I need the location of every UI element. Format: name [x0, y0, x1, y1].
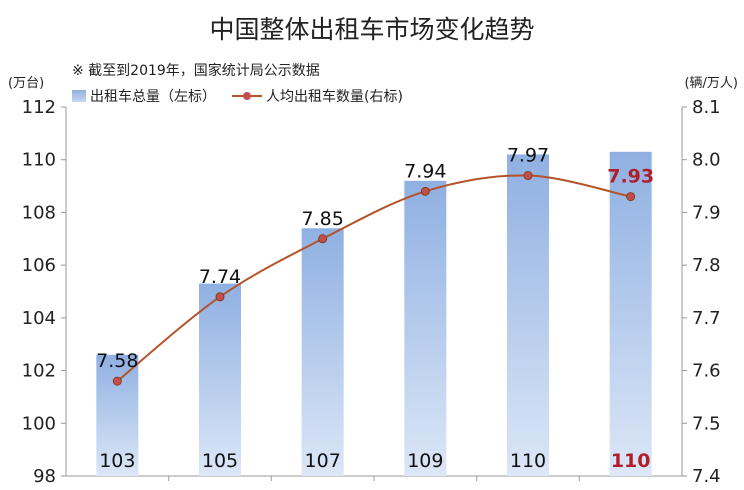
bar	[199, 283, 241, 476]
left-axis-tick-label: 108	[22, 202, 56, 223]
right-axis-tick-label: 7.5	[692, 413, 721, 434]
line-point	[112, 376, 122, 386]
bar-value-label: 103	[99, 450, 135, 472]
left-axis-tick-label: 102	[22, 361, 56, 382]
line-point-label: 7.93	[607, 166, 654, 188]
bar-value-label: 105	[202, 450, 238, 472]
line-point-label: 7.85	[302, 208, 344, 230]
left-axis-tick-label: 98	[33, 466, 56, 487]
line-point	[523, 171, 533, 181]
line-point-label: 7.94	[404, 160, 446, 182]
bar	[507, 154, 549, 476]
bar-value-label: 109	[407, 450, 443, 472]
legend-bar-swatch	[72, 90, 86, 102]
line-point	[626, 192, 636, 202]
line-point-label: 7.58	[96, 350, 138, 372]
right-axis-tick-label: 8.1	[692, 97, 721, 118]
bar-value-label: 107	[305, 450, 341, 472]
line-point-label: 7.97	[507, 145, 549, 167]
chart-title: 中国整体出租车市场变化趋势	[209, 15, 535, 44]
right-axis-tick-label: 7.6	[692, 361, 721, 382]
bar	[404, 180, 447, 477]
right-axis-tick-label: 7.8	[692, 255, 721, 276]
bar-value-label: 110	[510, 450, 546, 472]
left-axis-tick-label: 112	[22, 97, 56, 118]
legend-item-bars: 出租车总量（左标）	[72, 86, 216, 106]
bar-value-label: 110	[611, 450, 651, 472]
legend-bar-label: 出租车总量（左标）	[90, 89, 216, 105]
left-axis-unit: (万台)	[8, 76, 45, 91]
line-point	[420, 186, 430, 196]
right-axis-tick-label: 7.4	[692, 466, 721, 487]
right-axis-tick-label: 7.7	[692, 308, 721, 329]
line-point-label: 7.74	[199, 266, 241, 288]
legend-item-line: 人均出租车数量(右标)	[232, 86, 403, 106]
legend-line-swatch	[232, 90, 262, 102]
line-point	[215, 292, 225, 302]
bar	[96, 354, 139, 476]
bar	[609, 151, 652, 477]
chart-legend: 出租车总量（左标） 人均出租车数量(右标)	[72, 86, 413, 106]
legend-line-label: 人均出租车数量(右标)	[266, 89, 403, 105]
line-point	[318, 234, 328, 244]
right-axis-tick-label: 8.0	[692, 150, 721, 171]
per-capita-series-line	[116, 174, 631, 382]
left-axis-tick-label: 106	[22, 255, 56, 276]
bar	[301, 228, 344, 476]
data-source-note: ※ 截至到2019年，国家统计局公示数据	[72, 63, 320, 79]
left-axis-tick-label: 110	[22, 150, 56, 171]
right-axis-tick-label: 7.9	[692, 202, 721, 223]
left-axis-tick-label: 104	[22, 308, 56, 329]
right-axis-unit: (辆/万人)	[684, 76, 738, 91]
left-axis-tick-label: 100	[22, 413, 56, 434]
